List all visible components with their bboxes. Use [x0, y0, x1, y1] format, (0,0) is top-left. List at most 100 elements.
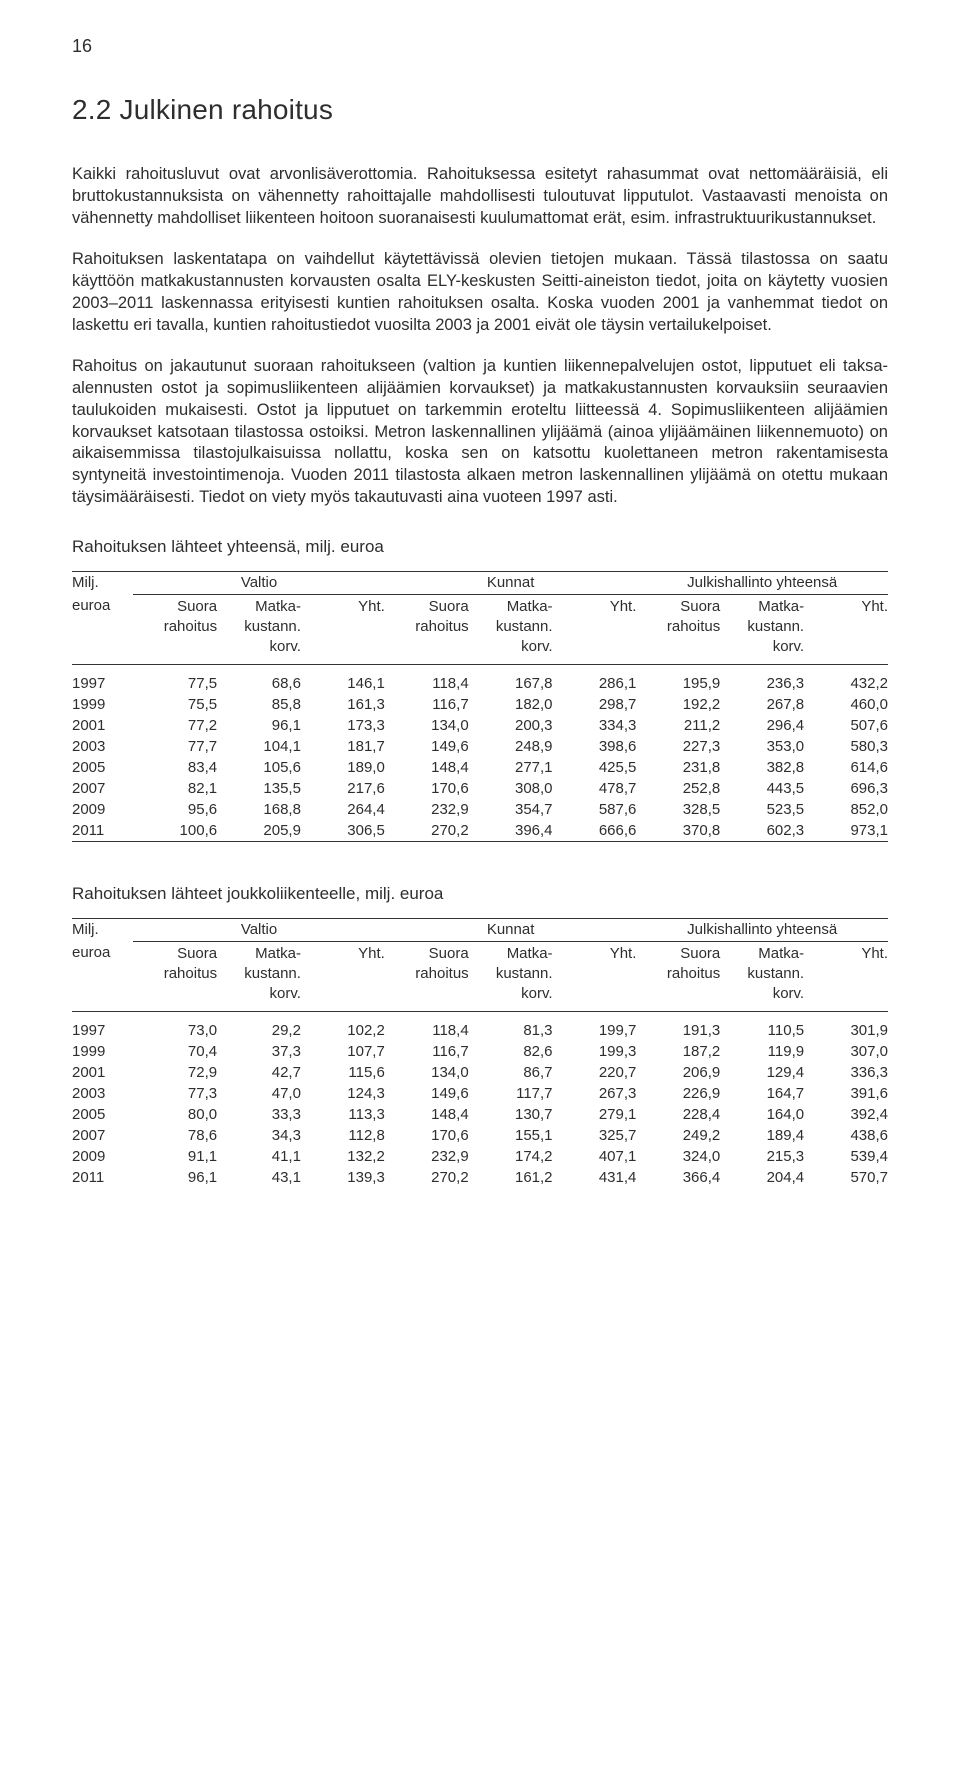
table-cell: 973,1 — [804, 820, 888, 842]
table-cell: 119,9 — [720, 1041, 804, 1062]
table-cell: 279,1 — [553, 1104, 637, 1125]
table-cell: 41,1 — [217, 1146, 301, 1167]
table-cell: 86,7 — [469, 1062, 553, 1083]
table2-group-valtio: Valtio — [133, 918, 385, 941]
table-cell: 149,6 — [385, 1083, 469, 1104]
table1-col-v-matka-2: kustann. — [217, 617, 301, 638]
table2: Milj. Valtio Kunnat Julkishallinto yhtee… — [72, 918, 888, 1188]
table-cell: 37,3 — [217, 1041, 301, 1062]
table-cell: 110,5 — [720, 1011, 804, 1041]
table-cell: 580,3 — [804, 736, 888, 757]
table2-body: 199773,029,2102,2118,481,3199,7191,3110,… — [72, 1011, 888, 1188]
page: 16 2.2 Julkinen rahoitus Kaikki rahoitus… — [0, 0, 960, 1786]
table-cell: 118,4 — [385, 664, 469, 694]
table-cell: 148,4 — [385, 757, 469, 778]
table2-col-k-suora-2: rahoitus — [385, 964, 469, 985]
table-cell: 366,4 — [636, 1167, 720, 1188]
table-cell: 73,0 — [133, 1011, 217, 1041]
table1-col-v-yht: Yht. — [301, 594, 385, 617]
table-cell: 29,2 — [217, 1011, 301, 1041]
table-cell: 602,3 — [720, 820, 804, 842]
table-cell: 432,2 — [804, 664, 888, 694]
table-cell: 102,2 — [301, 1011, 385, 1041]
table-cell: 135,5 — [217, 778, 301, 799]
table-cell: 226,9 — [636, 1083, 720, 1104]
table-cell: 191,3 — [636, 1011, 720, 1041]
table-cell: 307,0 — [804, 1041, 888, 1062]
table-cell: 132,2 — [301, 1146, 385, 1167]
paragraph-2: Rahoituksen laskentatapa on vaihdellut k… — [72, 249, 888, 336]
table-cell: 264,4 — [301, 799, 385, 820]
table-cell: 666,6 — [553, 820, 637, 842]
table-cell: 155,1 — [469, 1125, 553, 1146]
table2-col-k-matka-2: kustann. — [469, 964, 553, 985]
table-cell: 2011 — [72, 1167, 133, 1188]
table-cell: 523,5 — [720, 799, 804, 820]
table-cell: 170,6 — [385, 1125, 469, 1146]
table-row: 199777,568,6146,1118,4167,8286,1195,9236… — [72, 664, 888, 694]
table-cell: 391,6 — [804, 1083, 888, 1104]
table2-head: Milj. Valtio Kunnat Julkishallinto yhtee… — [72, 918, 888, 1011]
table-cell: 270,2 — [385, 820, 469, 842]
table-cell: 236,3 — [720, 664, 804, 694]
table-cell: 149,6 — [385, 736, 469, 757]
table1: Milj. Valtio Kunnat Julkishallinto yhtee… — [72, 571, 888, 842]
table-cell: 382,8 — [720, 757, 804, 778]
table-cell: 205,9 — [217, 820, 301, 842]
table1-col-j-matka-2: kustann. — [720, 617, 804, 638]
table2-col-k-suora-1: Suora — [385, 941, 469, 964]
table-cell: 83,4 — [133, 757, 217, 778]
table-cell: 2003 — [72, 1083, 133, 1104]
page-number: 16 — [72, 36, 92, 57]
table1-col-k-matka-1: Matka- — [469, 594, 553, 617]
table1-col-k-suora-1: Suora — [385, 594, 469, 617]
table2-unit-label-1: Milj. — [72, 918, 133, 941]
table-cell: 267,3 — [553, 1083, 637, 1104]
table-cell: 47,0 — [217, 1083, 301, 1104]
table-row: 199975,585,8161,3116,7182,0298,7192,2267… — [72, 694, 888, 715]
table-cell: 398,6 — [553, 736, 637, 757]
table-cell: 204,4 — [720, 1167, 804, 1188]
table1-col-j-suora-1: Suora — [636, 594, 720, 617]
table-cell: 82,1 — [133, 778, 217, 799]
table-cell: 2009 — [72, 1146, 133, 1167]
table1-col-k-suora-2: rahoitus — [385, 617, 469, 638]
table-row: 200782,1135,5217,6170,6308,0478,7252,844… — [72, 778, 888, 799]
table2-col-j-yht: Yht. — [804, 941, 888, 964]
table-cell: 118,4 — [385, 1011, 469, 1041]
table-cell: 199,7 — [553, 1011, 637, 1041]
table-cell: 34,3 — [217, 1125, 301, 1146]
table-cell: 231,8 — [636, 757, 720, 778]
table1-col-v-matka-3: korv. — [217, 637, 301, 664]
table2-group-kunnat: Kunnat — [385, 918, 637, 941]
table-cell: 2005 — [72, 757, 133, 778]
table-cell: 77,2 — [133, 715, 217, 736]
table-cell: 270,2 — [385, 1167, 469, 1188]
table-cell: 107,7 — [301, 1041, 385, 1062]
table-cell: 2001 — [72, 715, 133, 736]
table-cell: 130,7 — [469, 1104, 553, 1125]
table-cell: 2003 — [72, 736, 133, 757]
table-cell: 370,8 — [636, 820, 720, 842]
table-cell: 77,7 — [133, 736, 217, 757]
table-cell: 33,3 — [217, 1104, 301, 1125]
table1-title: Rahoituksen lähteet yhteensä, milj. euro… — [72, 537, 888, 557]
table-row: 2011100,6205,9306,5270,2396,4666,6370,86… — [72, 820, 888, 842]
table-cell: 134,0 — [385, 715, 469, 736]
table-cell: 75,5 — [133, 694, 217, 715]
table-cell: 306,5 — [301, 820, 385, 842]
table1-col-k-matka-3: korv. — [469, 637, 553, 664]
table-cell: 112,8 — [301, 1125, 385, 1146]
table-cell: 696,3 — [804, 778, 888, 799]
table-cell: 478,7 — [553, 778, 637, 799]
table1-group-julkishallinto: Julkishallinto yhteensä — [636, 571, 888, 594]
table-cell: 68,6 — [217, 664, 301, 694]
table-row: 199970,437,3107,7116,782,6199,3187,2119,… — [72, 1041, 888, 1062]
table-cell: 1999 — [72, 694, 133, 715]
table2-col-k-matka-1: Matka- — [469, 941, 553, 964]
table-cell: 570,7 — [804, 1167, 888, 1188]
table-cell: 85,8 — [217, 694, 301, 715]
table2-col-k-matka-3: korv. — [469, 984, 553, 1011]
table-cell: 174,2 — [469, 1146, 553, 1167]
table-cell: 438,6 — [804, 1125, 888, 1146]
